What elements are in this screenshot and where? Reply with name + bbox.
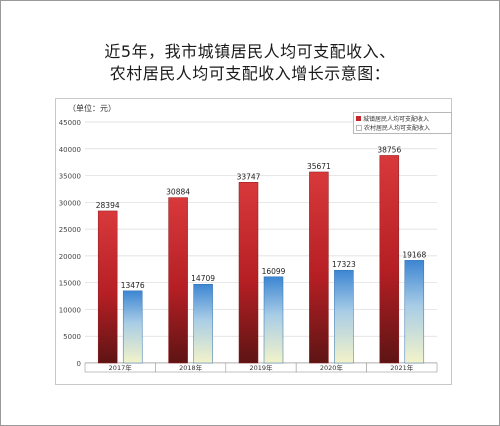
data-label: 35671: [307, 162, 331, 171]
bar-urban: [379, 155, 400, 364]
x-tick-label: 2018年: [179, 363, 203, 372]
bar-rural: [334, 269, 354, 364]
data-label: 33747: [237, 172, 261, 181]
unit-label: （单位：元）: [68, 104, 116, 113]
bar-urban: [238, 182, 259, 364]
legend-label-urban: 城镇居民人均可支配收入: [363, 116, 430, 123]
chart-title-line-2: 农村居民人均可支配收入增长示意图：: [109, 64, 391, 83]
y-tick-label: 10000: [59, 306, 81, 314]
x-category-cell: [366, 362, 438, 373]
y-tick-label: 20000: [59, 253, 81, 261]
bar-urban: [168, 197, 188, 364]
x-tick-label: 2020年: [320, 363, 344, 372]
legend-item-rural: 农村居民人均可支配收入: [356, 123, 449, 132]
bar-urban: [97, 210, 118, 364]
data-label: 30884: [166, 188, 190, 197]
x-tick-label: 2019年: [249, 363, 273, 372]
data-label: 28394: [96, 201, 120, 210]
y-tick-label: 35000: [59, 173, 81, 181]
x-tick-label: 2017年: [109, 363, 133, 372]
legend-swatch-urban: [356, 116, 361, 121]
bar-rural: [263, 276, 284, 364]
y-tick-label: 0: [77, 360, 81, 368]
bar-rural: [193, 283, 213, 364]
chart-legend: 城镇居民人均可支配收入 农村居民人均可支配收入: [353, 112, 452, 134]
chart-title-line-1: 近5年，我市城镇居民人均可支配收入、: [104, 42, 396, 61]
data-label: 38756: [377, 145, 401, 154]
data-label: 16099: [262, 267, 286, 276]
y-tick-label: 45000: [59, 119, 81, 127]
legend-item-urban: 城镇居民人均可支配收入: [356, 114, 449, 123]
bar-rural: [122, 290, 143, 364]
legend-swatch-rural: [356, 124, 362, 131]
bar-urban: [309, 171, 329, 364]
bar-rural: [404, 260, 425, 364]
y-tick-label: 40000: [59, 146, 81, 154]
y-tick-label: 15000: [59, 280, 81, 288]
data-label: 19168: [402, 250, 426, 259]
legend-label-rural: 农村居民人均可支配收入: [364, 125, 431, 132]
data-label: 17323: [332, 260, 356, 269]
y-tick-label: 30000: [59, 199, 81, 207]
data-label: 14709: [191, 274, 215, 283]
y-tick-label: 5000: [63, 333, 81, 341]
y-tick-label: 25000: [59, 226, 81, 234]
x-tick-label: 2021年: [390, 363, 414, 372]
data-label: 13476: [121, 281, 145, 290]
